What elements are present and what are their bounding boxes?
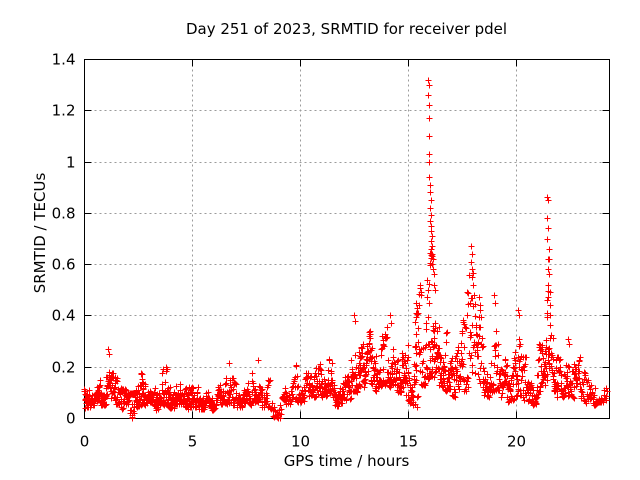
- x-tick-label: 20: [507, 433, 526, 451]
- data-points: [81, 77, 611, 422]
- x-tick-label: 10: [291, 433, 310, 451]
- y-tick-label: 0.2: [52, 359, 76, 377]
- y-tick-label: 1.4: [52, 51, 76, 69]
- x-tick-label: 0: [80, 433, 90, 451]
- plot-border: [84, 59, 610, 419]
- y-tick-label: 0.8: [52, 205, 76, 223]
- x-tick-label: 5: [188, 433, 198, 451]
- x-axis-label: GPS time / hours: [283, 452, 410, 470]
- grid-lines: [84, 59, 610, 419]
- x-tick-label: 15: [399, 433, 418, 451]
- y-tick-label: 0.6: [52, 256, 76, 274]
- y-tick-label: 0: [66, 410, 76, 428]
- y-tick-label: 0.4: [52, 307, 76, 325]
- y-tick-label: 1.2: [52, 102, 76, 120]
- chart-title: Day 251 of 2023, SRMTID for receiver pde…: [185, 20, 508, 38]
- y-tick-label: 1: [66, 154, 76, 172]
- axis-ticks: [84, 59, 610, 419]
- y-axis-label: SRMTID / TECUs: [31, 172, 49, 294]
